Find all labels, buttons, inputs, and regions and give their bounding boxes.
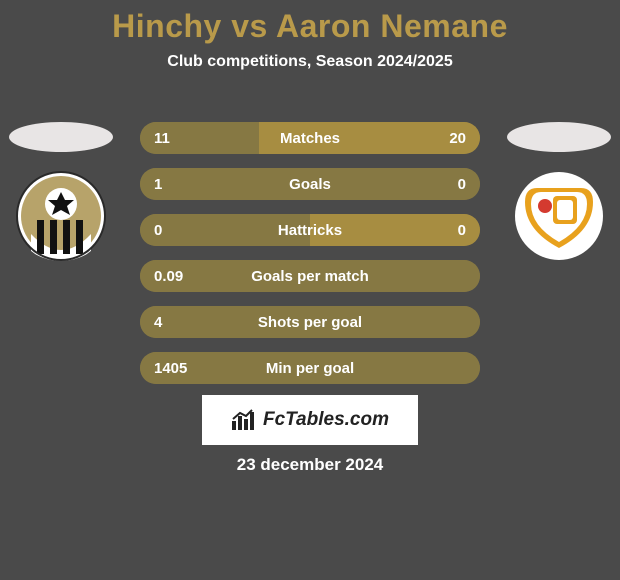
- fctables-logo: FcTables.com: [202, 395, 418, 445]
- stat-row: Goals per match0.09: [140, 260, 480, 292]
- stat-value-right: 0: [458, 168, 466, 200]
- player-left-club-badge: [15, 170, 107, 262]
- stat-label: Min per goal: [140, 352, 480, 384]
- stat-value-left: 1: [154, 168, 162, 200]
- stat-value-left: 0.09: [154, 260, 183, 292]
- stat-row: Min per goal1405: [140, 352, 480, 384]
- player-right-club-badge: [513, 170, 605, 262]
- stat-label: Shots per goal: [140, 306, 480, 338]
- stat-value-right: 0: [458, 214, 466, 246]
- page-title: Hinchy vs Aaron Nemane: [0, 0, 620, 45]
- stat-row: Matches11 20: [140, 122, 480, 154]
- date-text: 23 december 2024: [0, 455, 620, 475]
- stats-container: Matches1120Goals10Hattricks00Goals per m…: [140, 122, 480, 398]
- stat-label: Goals per match: [140, 260, 480, 292]
- stat-value-left: 4: [154, 306, 162, 338]
- stat-label: Goals: [140, 168, 480, 200]
- stat-value-right: 20: [449, 122, 466, 154]
- stat-value-left: 0: [154, 214, 162, 246]
- player-right-avatar: [507, 122, 611, 152]
- stat-label: Matches: [140, 122, 480, 154]
- logo-chart-icon: [231, 409, 257, 431]
- stat-value-left: 1405: [154, 352, 187, 384]
- player-left-column: [6, 122, 116, 262]
- stat-value-left: 11: [154, 122, 170, 154]
- stat-label: Hattricks: [140, 214, 480, 246]
- subtitle: Club competitions, Season 2024/2025: [0, 53, 620, 71]
- logo-text: FcTables.com: [263, 409, 389, 431]
- stat-row: Goals1 0: [140, 168, 480, 200]
- stat-row: Hattricks0 0: [140, 214, 480, 246]
- stat-row: Shots per goal4: [140, 306, 480, 338]
- player-left-avatar: [9, 122, 113, 152]
- player-right-column: [504, 122, 614, 262]
